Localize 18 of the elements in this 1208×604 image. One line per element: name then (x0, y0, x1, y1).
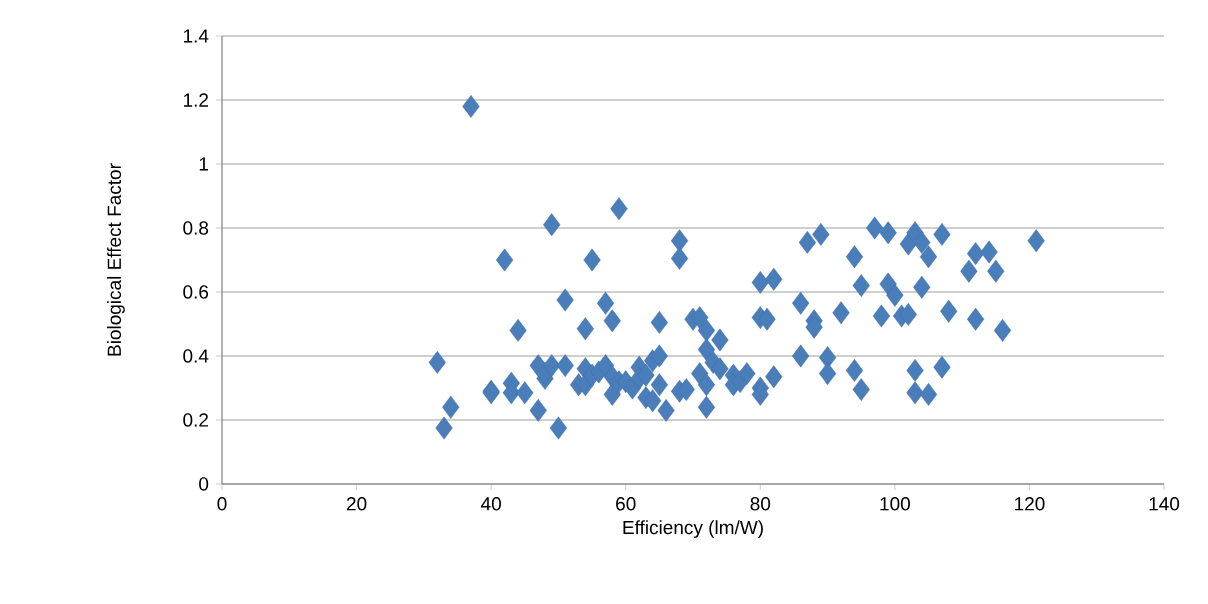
y-tick-label: 0.2 (183, 413, 208, 427)
x-tick-label: 80 (750, 497, 771, 511)
x-axis-title: Efficiency (lm/W) (623, 520, 763, 538)
x-tick-label: 60 (616, 497, 636, 511)
x-tick-label: 120 (1015, 497, 1045, 511)
y-tick-label: 1 (199, 157, 208, 171)
x-tick-label: 140 (1149, 497, 1180, 511)
x-tick-label: 100 (880, 497, 910, 511)
x-tick-label: 20 (346, 497, 367, 511)
x-tick-label: 40 (481, 497, 501, 511)
y-tick-label: 1.4 (183, 29, 209, 43)
y-tick-label: 1.2 (183, 93, 208, 107)
y-tick-label: 0.4 (183, 349, 209, 363)
y-axis-title: Biological Effect Factor (107, 163, 125, 356)
x-tick-label: 0 (217, 497, 227, 511)
y-tick-label: 0 (199, 477, 209, 491)
y-tick-label: 0.6 (183, 285, 209, 299)
y-tick-label: 0.8 (183, 221, 209, 235)
